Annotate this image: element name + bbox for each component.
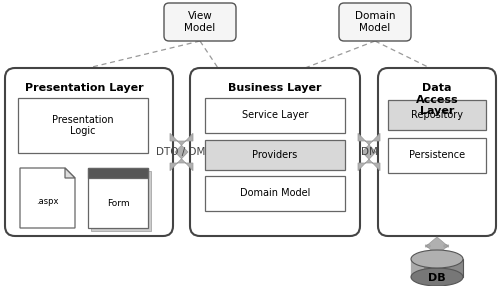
Polygon shape bbox=[425, 237, 449, 255]
Bar bbox=[388, 100, 486, 130]
Bar bbox=[88, 168, 148, 228]
Ellipse shape bbox=[411, 250, 463, 268]
FancyBboxPatch shape bbox=[339, 3, 411, 41]
Bar bbox=[205, 176, 345, 211]
Bar bbox=[88, 168, 148, 178]
Text: .aspx: .aspx bbox=[36, 196, 59, 206]
Text: Domain
Model: Domain Model bbox=[355, 11, 395, 33]
FancyBboxPatch shape bbox=[164, 3, 236, 41]
Bar bbox=[411, 259, 463, 277]
Text: Providers: Providers bbox=[252, 150, 298, 160]
Text: Presentation Layer: Presentation Layer bbox=[24, 83, 144, 93]
FancyBboxPatch shape bbox=[190, 68, 360, 236]
Ellipse shape bbox=[411, 268, 463, 286]
FancyBboxPatch shape bbox=[378, 68, 496, 236]
Text: Service Layer: Service Layer bbox=[242, 110, 308, 120]
Bar bbox=[411, 259, 424, 277]
Text: DM: DM bbox=[360, 147, 378, 157]
FancyBboxPatch shape bbox=[5, 68, 173, 236]
Text: Presentation
Logic: Presentation Logic bbox=[52, 115, 114, 136]
Text: DB: DB bbox=[428, 273, 446, 283]
Text: View
Model: View Model bbox=[184, 11, 216, 33]
Bar bbox=[18, 98, 148, 153]
Polygon shape bbox=[358, 133, 380, 171]
Text: Form: Form bbox=[106, 198, 130, 208]
Text: Data
Access
Layer: Data Access Layer bbox=[416, 83, 459, 116]
Text: Persistence: Persistence bbox=[409, 150, 465, 160]
Text: Repository: Repository bbox=[411, 110, 463, 120]
Bar bbox=[205, 140, 345, 170]
Polygon shape bbox=[65, 168, 75, 178]
Text: Domain Model: Domain Model bbox=[240, 188, 310, 198]
Polygon shape bbox=[20, 168, 75, 228]
Bar bbox=[205, 98, 345, 133]
Polygon shape bbox=[170, 133, 193, 171]
Bar bbox=[388, 138, 486, 173]
Text: Business Layer: Business Layer bbox=[228, 83, 322, 93]
Bar bbox=[91, 171, 151, 231]
Text: DTO / DM: DTO / DM bbox=[156, 147, 206, 157]
